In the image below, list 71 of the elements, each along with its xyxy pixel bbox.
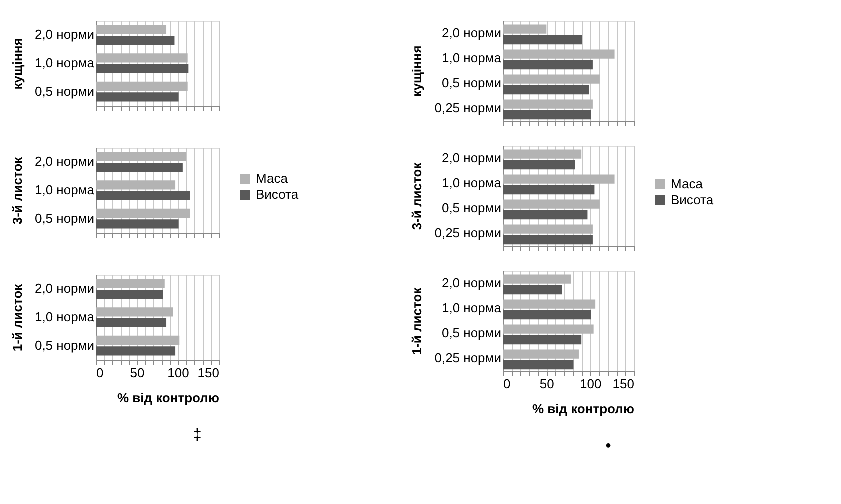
x-tick-label: 50 xyxy=(130,366,145,380)
y-tick-label: 2,0 норми xyxy=(34,281,94,296)
y-axis-title: 1-й листок xyxy=(410,287,425,356)
x-axis-title: % від контролю xyxy=(532,402,634,416)
y-tick-label: 1,0 норма xyxy=(35,56,96,70)
bar xyxy=(503,185,595,195)
y-axis-title: кущіння xyxy=(10,38,25,90)
y-axis-title: кущіння xyxy=(410,46,425,98)
bar xyxy=(503,85,590,95)
bar xyxy=(503,200,600,209)
bar xyxy=(96,36,175,46)
legend-label: Висота xyxy=(671,192,714,208)
bar xyxy=(503,235,593,245)
x-tick-label: 150 xyxy=(198,366,220,380)
y-axis-title: 3-й листок xyxy=(10,156,25,225)
bar xyxy=(96,220,179,229)
bar xyxy=(503,210,588,220)
y-tick-label: 0,25 норми xyxy=(434,100,502,116)
bar xyxy=(503,60,593,70)
bar xyxy=(96,25,167,34)
y-tick-label: 1,0 норма xyxy=(442,300,502,316)
y-tick-label: 2,0 норми xyxy=(34,154,94,170)
y-tick-label: 1,0 норма xyxy=(35,310,96,324)
text: • xyxy=(606,438,612,455)
y-axis-title: 3-й листок xyxy=(410,162,425,230)
y-tick-label: 0,5 норми xyxy=(34,338,94,353)
bar xyxy=(503,160,576,170)
y-axis-title: 1-й листок xyxy=(10,284,25,352)
text: ‡ xyxy=(193,427,202,444)
bar xyxy=(96,64,189,74)
bar xyxy=(503,110,592,120)
legend-label: Маса xyxy=(256,171,289,186)
y-tick-label: 0,5 норми xyxy=(442,76,502,90)
bar xyxy=(503,150,582,159)
x-tick-label: 0 xyxy=(96,366,104,380)
x-tick-label: 100 xyxy=(168,366,190,380)
bar xyxy=(96,208,190,218)
x-tick-label: 50 xyxy=(540,376,554,392)
bar xyxy=(96,92,179,102)
x-axis-title: % від контролю xyxy=(117,390,220,406)
y-tick-label: 1,0 норма xyxy=(442,50,502,66)
legend-label: Висота xyxy=(256,187,300,202)
bar xyxy=(503,74,600,84)
bar xyxy=(96,54,188,63)
x-tick-label: 100 xyxy=(580,376,602,392)
bar xyxy=(503,50,615,59)
bar xyxy=(503,174,615,184)
y-tick-label: 1,0 норма xyxy=(442,176,502,190)
bar xyxy=(503,100,593,109)
y-tick-label: 2,0 норми xyxy=(442,150,502,166)
y-tick-label: 1,0 норма xyxy=(35,182,96,198)
bar xyxy=(96,162,183,172)
x-tick-label: 0 xyxy=(504,376,511,392)
bar xyxy=(503,35,582,45)
bar xyxy=(503,24,547,34)
y-tick-label: 0,5 норми xyxy=(34,84,94,99)
bar xyxy=(503,224,593,234)
bar xyxy=(96,82,188,92)
bar xyxy=(96,180,176,190)
y-tick-label: 0,25 норми xyxy=(434,226,502,240)
y-tick-label: 0,25 норми xyxy=(434,350,502,366)
x-tick-label: 150 xyxy=(612,376,634,392)
y-tick-label: 2,0 норми xyxy=(34,27,94,42)
bar xyxy=(96,152,186,162)
legend-label: Маса xyxy=(671,176,704,192)
y-tick-label: 2,0 норми xyxy=(442,276,502,290)
y-tick-label: 0,5 норми xyxy=(442,326,502,340)
y-tick-label: 0,5 норми xyxy=(34,210,94,226)
y-tick-label: 0,5 норми xyxy=(442,200,502,216)
y-tick-label: 2,0 норми xyxy=(442,26,502,40)
bar xyxy=(96,191,190,200)
